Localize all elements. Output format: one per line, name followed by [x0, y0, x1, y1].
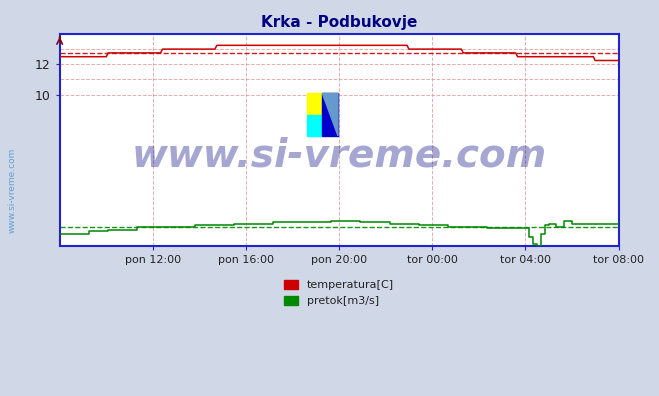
- Title: Krka - Podbukovje: Krka - Podbukovje: [261, 15, 417, 30]
- Polygon shape: [322, 93, 338, 136]
- Text: www.si-vreme.com: www.si-vreme.com: [131, 136, 547, 174]
- Legend: temperatura[C], pretok[m3/s]: temperatura[C], pretok[m3/s]: [280, 276, 398, 311]
- Bar: [306, 93, 322, 115]
- Text: www.si-vreme.com: www.si-vreme.com: [8, 147, 17, 233]
- Bar: [306, 115, 322, 136]
- Bar: [322, 93, 338, 136]
